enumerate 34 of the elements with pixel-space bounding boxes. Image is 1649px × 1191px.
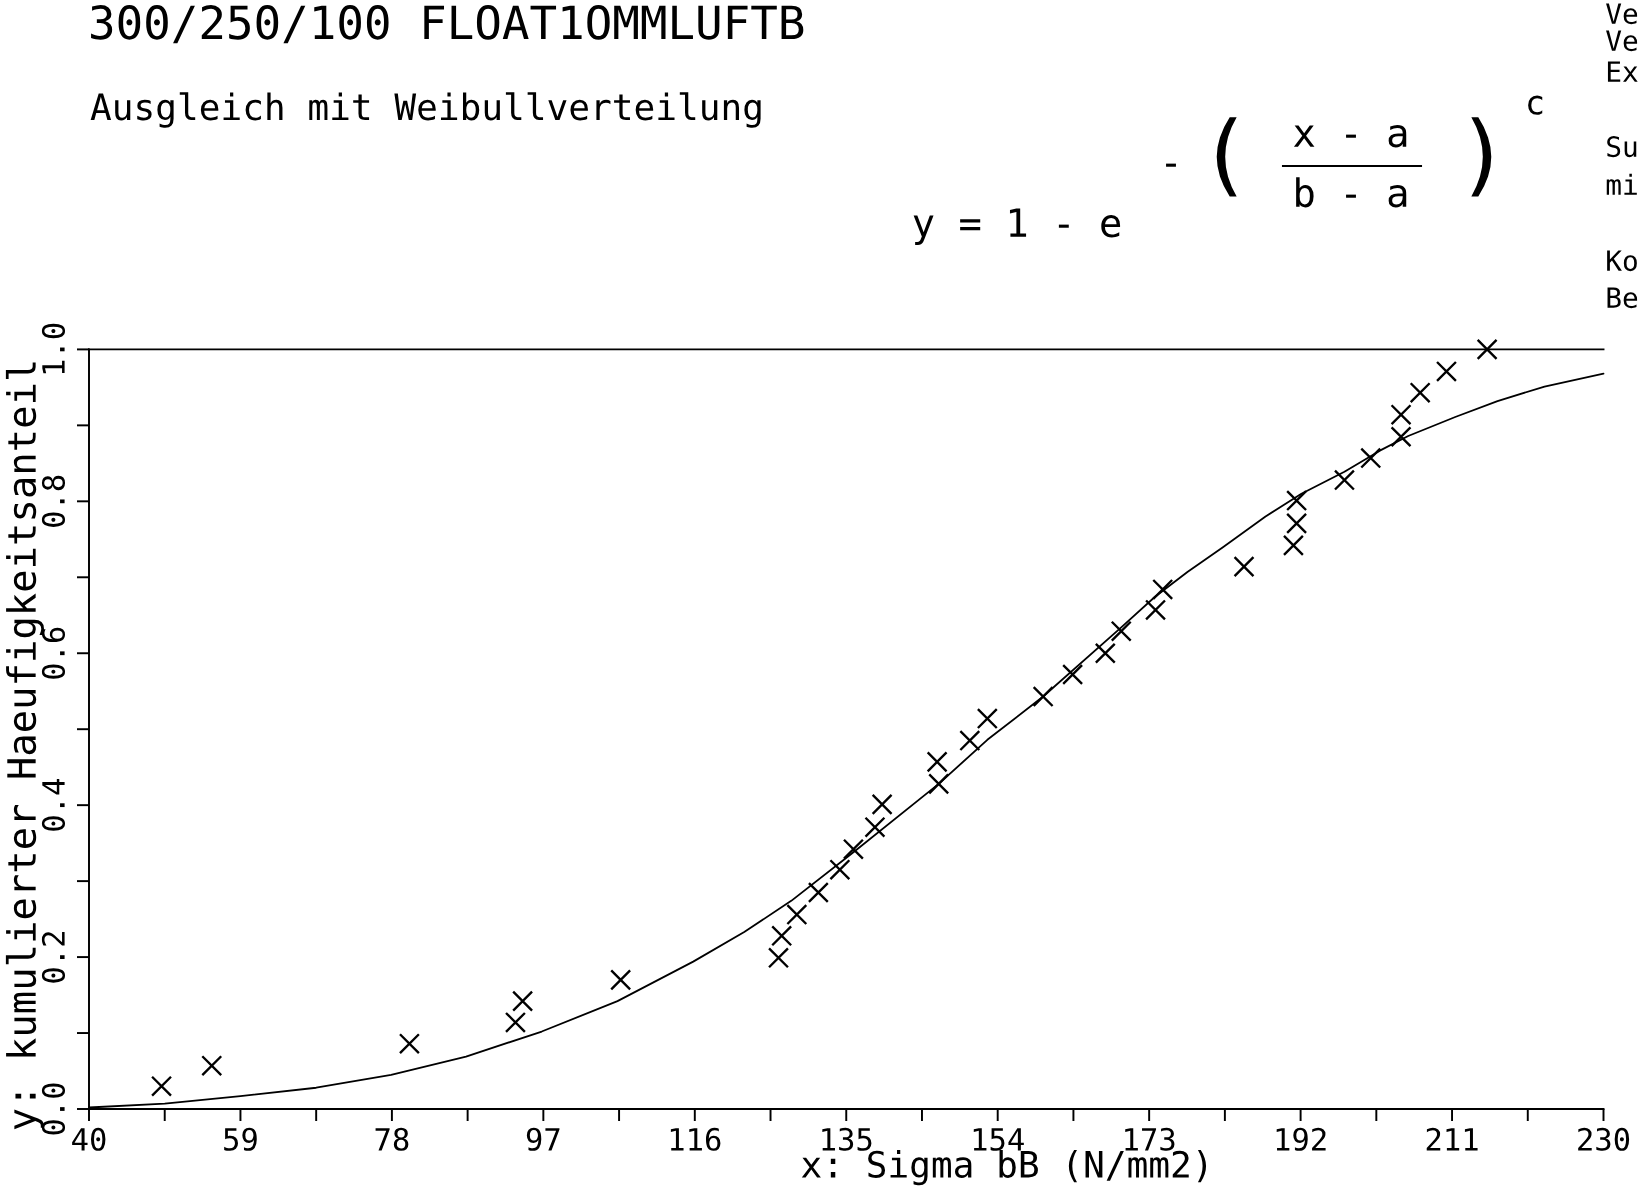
- x-tick-label: 211: [1426, 1127, 1478, 1151]
- text: y = 1 - e: [913, 208, 1121, 245]
- text: x - a: [1293, 125, 1407, 148]
- text: b - a: [1296, 177, 1407, 208]
- text: (: [1216, 117, 1237, 197]
- chart-title: 300/250/100 FLOAT1OMMLUFTB: [91, 5, 804, 44]
- text: Ve: [1606, 3, 1638, 25]
- text: c: [1528, 95, 1543, 115]
- y-tick-label: 0.4: [41, 779, 66, 831]
- x-tick-label: 59: [224, 1127, 257, 1151]
- text: Be: [1607, 287, 1638, 309]
- text: Ko: [1607, 250, 1637, 272]
- x-tick-label: 154: [973, 1128, 1024, 1151]
- x-tick-label: 116: [670, 1127, 721, 1151]
- text: Ve: [1606, 30, 1638, 52]
- x-axis-title: x: Sigma bB (N/mm2): [801, 1150, 1207, 1186]
- y-tick-label: 0.0: [41, 1083, 66, 1135]
- y-tick-label: 1.0: [41, 323, 66, 374]
- x-tick-label: 40: [72, 1127, 106, 1151]
- x-tick-label: 135: [822, 1127, 872, 1151]
- y-tick-label: 0.6: [41, 627, 66, 679]
- text: -: [1166, 163, 1176, 167]
- y-tick-label: 0.2: [41, 932, 66, 983]
- y-tick-label: 0.8: [41, 475, 66, 527]
- x-tick-label: 78: [375, 1127, 409, 1151]
- text: mi: [1606, 173, 1637, 195]
- chart-subtitle: Ausgleich mit Weibullverteilung: [90, 92, 761, 128]
- x-tick-label: 230: [1578, 1127, 1630, 1151]
- x-tick-label: 192: [1276, 1127, 1326, 1151]
- x-tick-label: 173: [1125, 1127, 1175, 1151]
- text: Ex: [1607, 61, 1638, 82]
- x-tick-label: 97: [526, 1127, 560, 1151]
- text: ): [1471, 117, 1492, 197]
- text: Su: [1607, 136, 1637, 158]
